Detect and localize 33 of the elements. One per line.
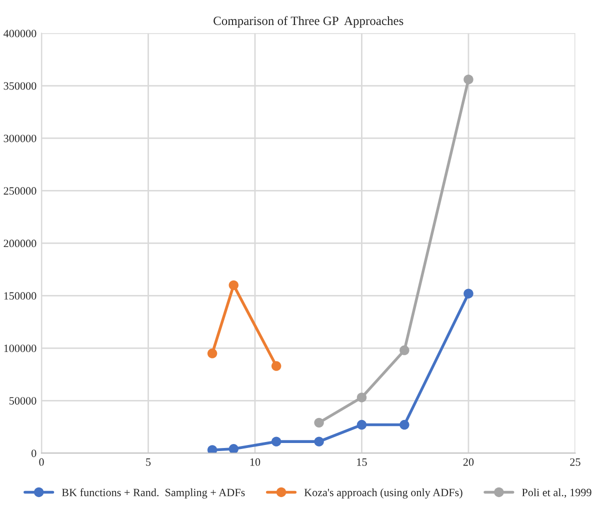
x-tick-label: 20 [463,458,474,466]
point [271,436,282,446]
y-tick-label: 0 [32,450,36,458]
x-tick-label: 10 [250,458,260,466]
x-tick-label: 15 [357,458,367,466]
y-tick-label: 150000 [4,292,36,300]
y-tick-label: 250000 [4,187,36,195]
point [271,361,282,371]
point [464,74,474,84]
y-tick-label: 300000 [4,134,36,142]
point [356,420,367,430]
point [400,420,410,430]
point [207,348,218,358]
y-tick-label: 400000 [4,30,36,38]
y-tick-label: 200000 [4,240,36,248]
point [356,392,367,402]
point [207,445,218,454]
x-tick-label: 0 [39,458,44,466]
point [228,444,239,454]
point [228,280,239,290]
legend-label: Poli et al., 1999 [522,488,592,498]
x-tick-label: 5 [146,458,151,466]
legend-label: BK functions + Rand. Sampling + ADFs [62,488,245,499]
point [464,288,474,298]
x-tick-label: 25 [570,458,580,466]
legend-label: Koza's approach (using only ADFs) [304,488,462,499]
point [400,345,410,356]
chart-title: Comparison of Three GP Approaches [214,16,404,28]
y-tick-label: 50000 [10,397,36,405]
y-tick-label: 350000 [4,82,36,90]
point [314,436,324,446]
point [314,418,324,428]
y-tick-label: 100000 [4,344,36,352]
